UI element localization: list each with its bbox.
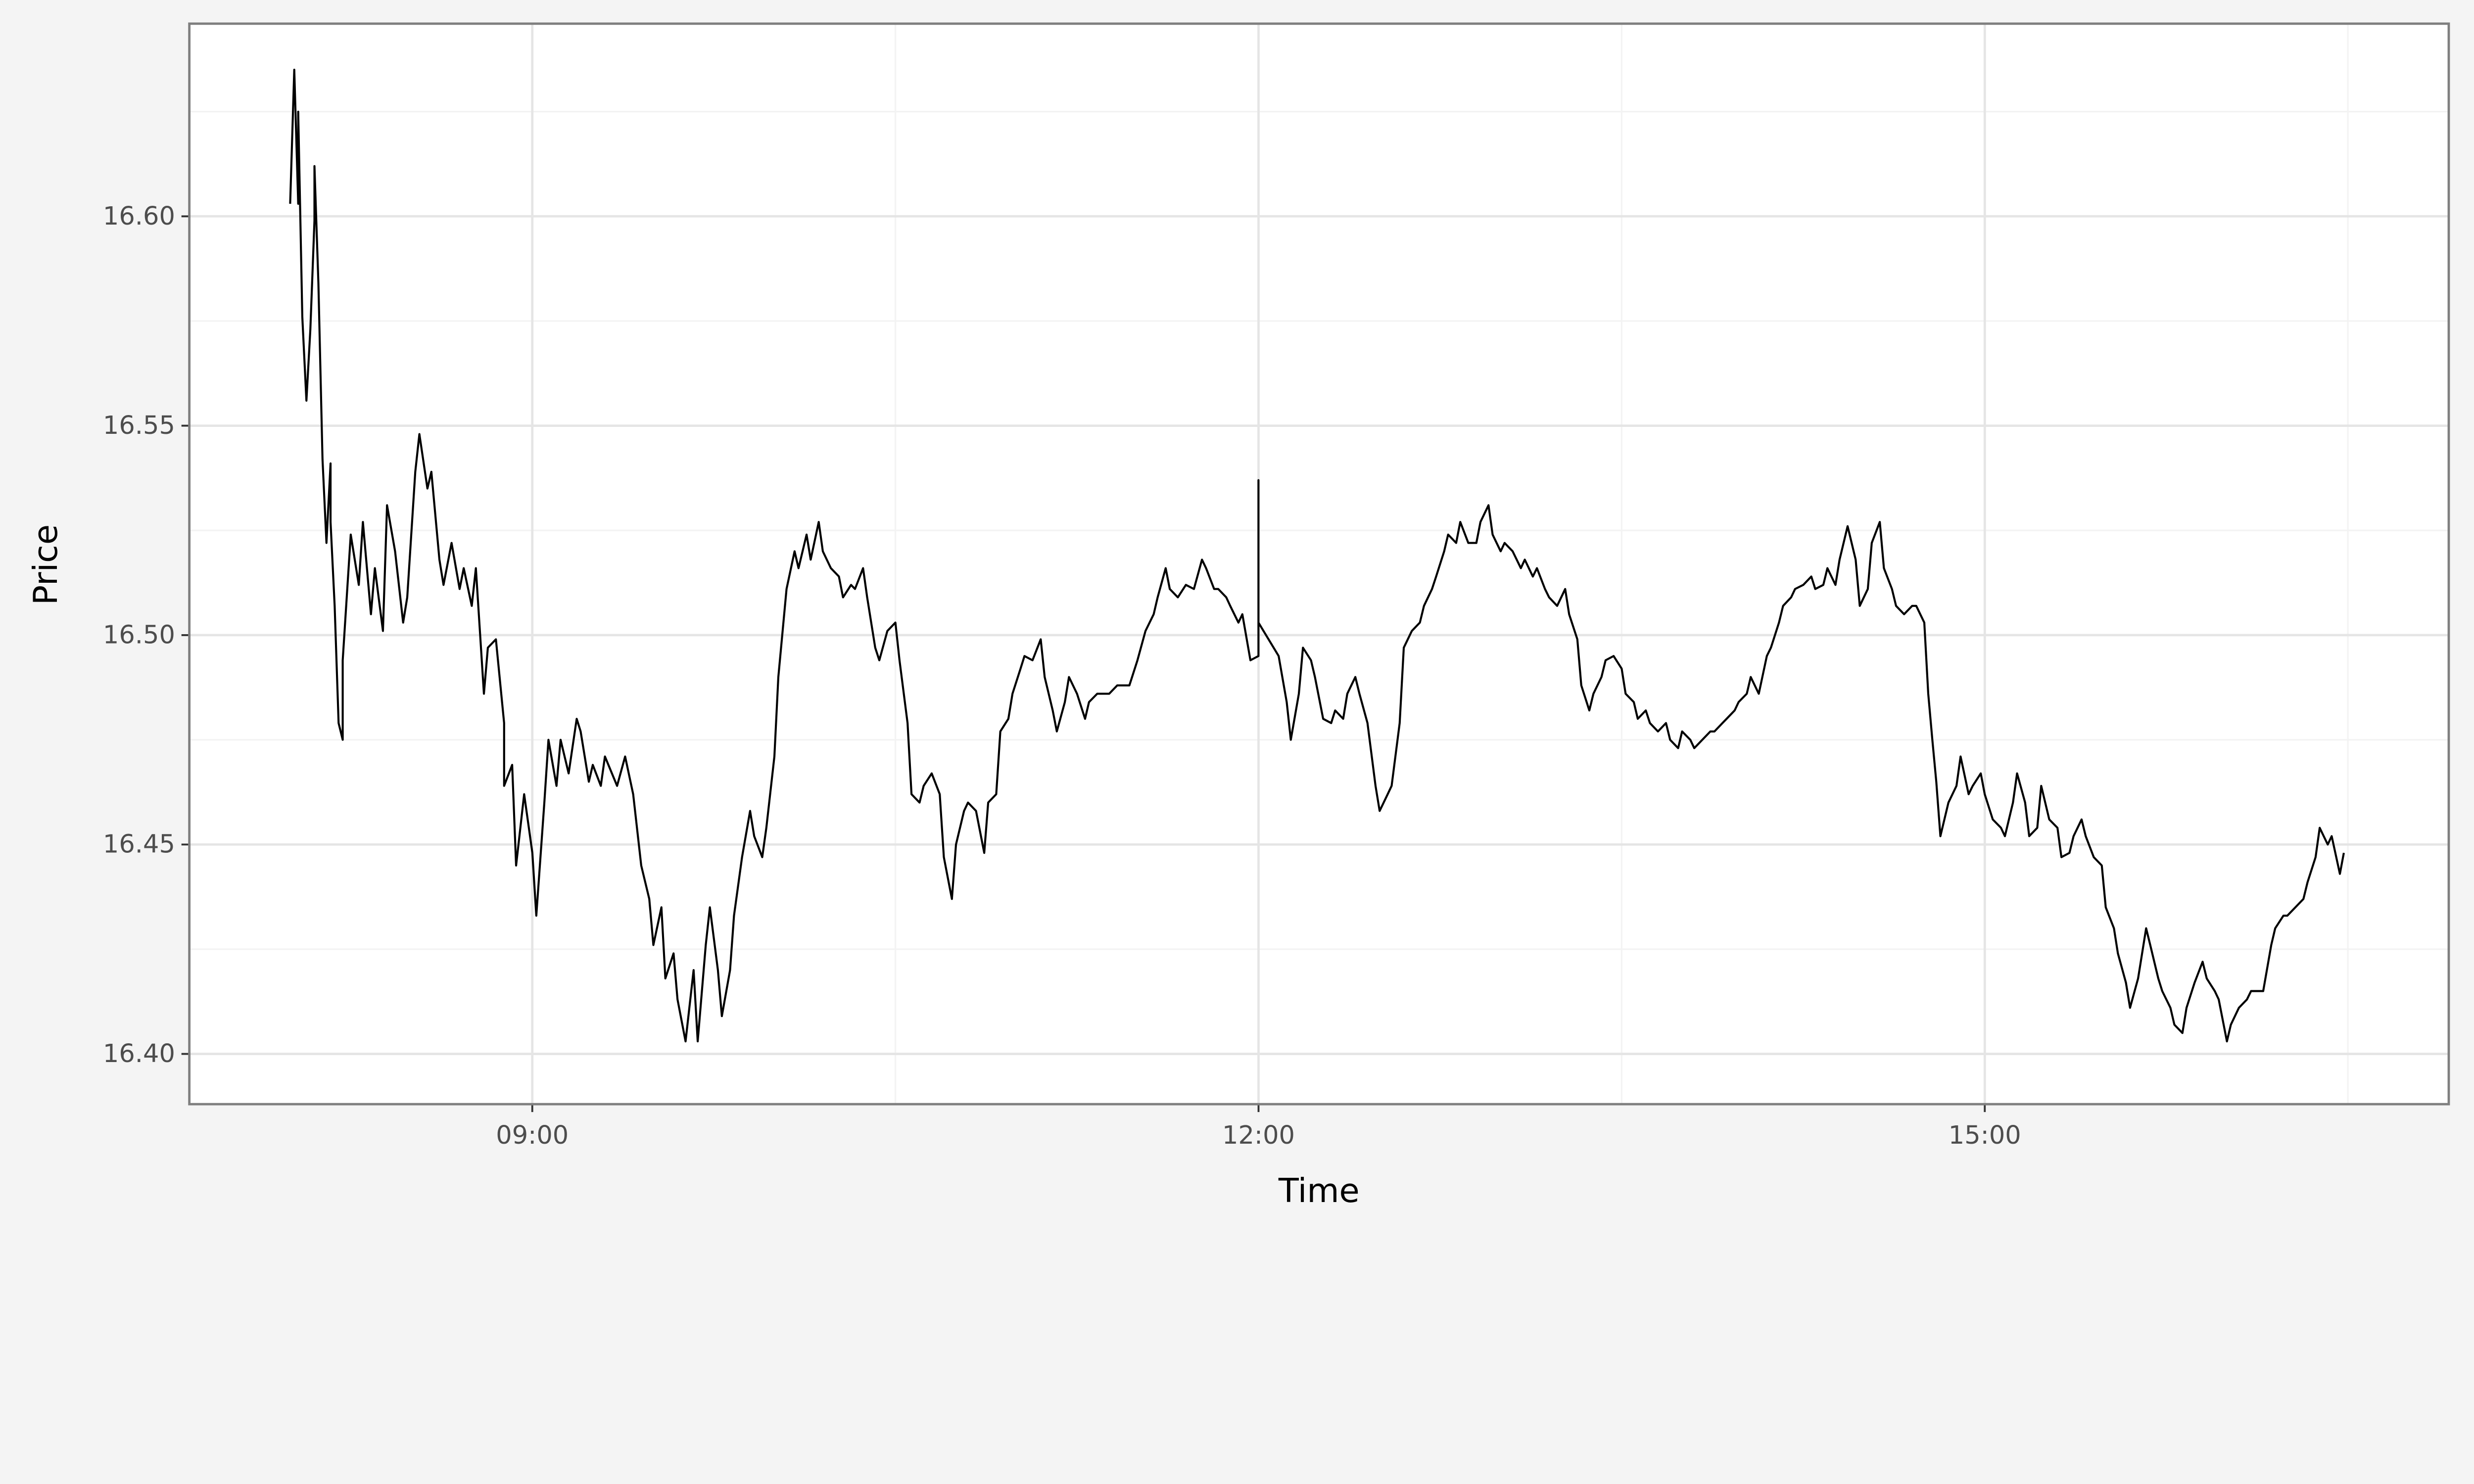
y-tick-label: 16.45 bbox=[103, 830, 175, 859]
y-tick-label: 16.60 bbox=[103, 202, 175, 231]
price-series-line bbox=[289, 68, 2345, 1043]
panel-border bbox=[188, 22, 2450, 1106]
y-tick-label: 16.50 bbox=[103, 620, 175, 649]
x-tick-label: 15:00 bbox=[1949, 1121, 2021, 1150]
y-axis: 16.40 16.45 16.50 16.55 16.60 bbox=[103, 202, 175, 1068]
panel-background bbox=[189, 23, 2449, 1105]
x-tick-label: 12:00 bbox=[1222, 1121, 1295, 1150]
price-line-chart: 16.40 16.45 16.50 16.55 16.60 09:00 12:0… bbox=[26, 22, 2450, 1210]
x-axis-title: Time bbox=[1278, 1171, 1360, 1210]
x-tick-label: 09:00 bbox=[496, 1121, 569, 1150]
x-axis: 09:00 12:00 15:00 bbox=[496, 1121, 2021, 1150]
y-tick-label: 16.55 bbox=[103, 411, 175, 440]
y-axis-title: Price bbox=[26, 524, 65, 605]
minor-gridlines bbox=[189, 23, 2449, 1105]
y-tick-label: 16.40 bbox=[103, 1039, 175, 1068]
